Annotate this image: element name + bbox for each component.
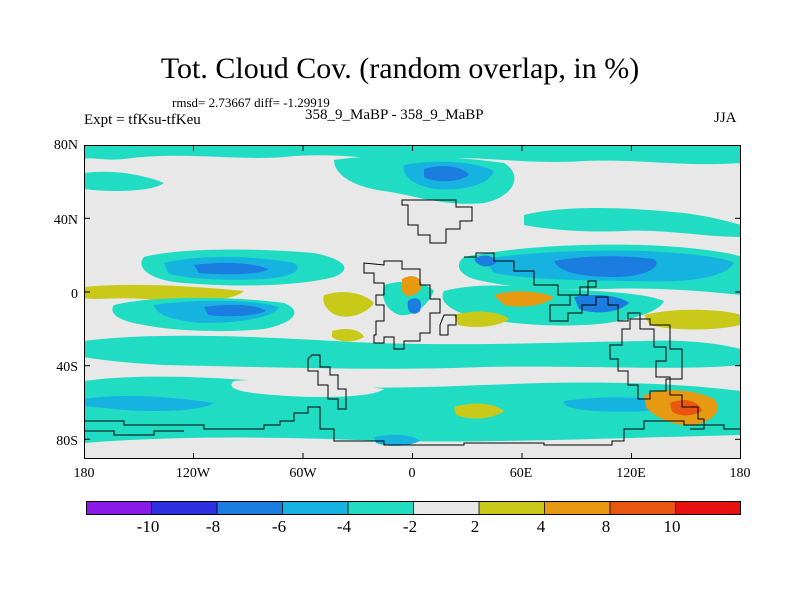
colorbar-cell <box>609 501 677 515</box>
south-america-yellow <box>323 292 374 317</box>
colorbar-label: -8 <box>205 517 221 536</box>
coastlines <box>84 199 741 446</box>
lat-tick-40s: 40S <box>56 360 78 375</box>
lat-tick-0: 0 <box>71 287 78 302</box>
indian-ocean-yellow <box>454 311 509 327</box>
colorbar-label: -10 <box>136 517 160 536</box>
himalaya-cloud-max <box>474 255 496 267</box>
colorbar-cell <box>282 501 349 515</box>
colorbar-cell <box>86 501 153 515</box>
lon-tick-180w: 180 <box>73 466 95 481</box>
europe-africa-outline <box>363 260 441 350</box>
asia-outline <box>464 252 705 430</box>
colorbar-cell <box>544 501 611 515</box>
season-label: JJA <box>714 110 737 126</box>
southern-tip-outline <box>84 430 184 436</box>
africa-west-orange <box>402 276 422 296</box>
colorbar-label: -6 <box>271 517 287 536</box>
stats-label: rmsd= 2.73667 diff= -1.29919 <box>172 95 330 110</box>
colorbar-cell <box>478 501 546 515</box>
southern-ocean-core <box>84 396 214 411</box>
lon-tick-60w: 60W <box>289 466 317 481</box>
lon-tick-60e: 60E <box>509 466 533 481</box>
asia-cloud-max <box>554 256 657 277</box>
south-atlantic-yellow <box>454 403 504 419</box>
lat-tick-40n: 40N <box>53 213 78 228</box>
east-pacific-yellow <box>644 309 741 330</box>
lon-tick-0: 0 <box>408 466 416 481</box>
lat-tick-80s: 80S <box>56 434 78 449</box>
colorbar-cell <box>347 501 415 515</box>
antarctica-outline <box>84 406 741 446</box>
colorbar-cell <box>151 501 218 515</box>
australia-outline <box>609 318 683 400</box>
north-pacific-cloud-max <box>194 262 269 275</box>
greenland-outline <box>401 199 473 244</box>
plot-title: Tot. Cloud Cov. (random overlap, in %) <box>160 52 640 85</box>
atlantic-equatorial-cloud <box>382 281 434 316</box>
lon-tick-120w: 120W <box>175 466 211 481</box>
arabia-outline <box>439 314 457 336</box>
experiment-label: Expt = tfKsu-tfKeu <box>84 112 201 128</box>
colorbar-label: 10 <box>663 517 681 536</box>
colorbar-label: 8 <box>601 517 611 536</box>
southern-yellow-patch <box>332 329 364 342</box>
colorbar-label: -4 <box>336 517 352 536</box>
equatorial-pacific-max <box>204 304 266 317</box>
colorbar-label: 2 <box>470 517 480 536</box>
indian-ocean-orange <box>494 291 554 307</box>
north-atlantic-cloud <box>84 171 164 191</box>
equatorial-west-yellow <box>84 284 244 301</box>
midlatitude-band-east <box>524 208 741 237</box>
australia-south-red <box>670 400 702 416</box>
antarctic-blue-patch <box>374 434 420 446</box>
southern-midlatitude-cloud <box>84 335 741 369</box>
subtitle-label: 358_9_MaBP - 358_9_MaBP <box>305 107 484 123</box>
africa-west-blue <box>407 298 422 314</box>
cloud-cover-map <box>84 145 741 459</box>
south-america-outline <box>307 354 347 410</box>
antarctic-region <box>84 435 741 459</box>
arctic-cloud-band <box>84 145 741 165</box>
colorbar-frame <box>86 501 741 515</box>
siberia-cloud-max <box>424 166 469 182</box>
lon-tick-120e: 120E <box>616 466 646 481</box>
lat-tick-80n: 80N <box>53 138 78 153</box>
colorbar-cells <box>86 501 741 515</box>
colorbar-cell <box>216 501 284 515</box>
colorbar-label: -2 <box>402 517 418 536</box>
indonesia-blue <box>574 295 629 313</box>
colorbar-cell <box>675 501 741 515</box>
lon-tick-180e: 180 <box>729 466 751 481</box>
colorbar-label: 4 <box>536 517 546 536</box>
colorbar-cell <box>413 501 480 515</box>
axis-ticks <box>84 145 741 459</box>
colorbar <box>86 501 741 515</box>
